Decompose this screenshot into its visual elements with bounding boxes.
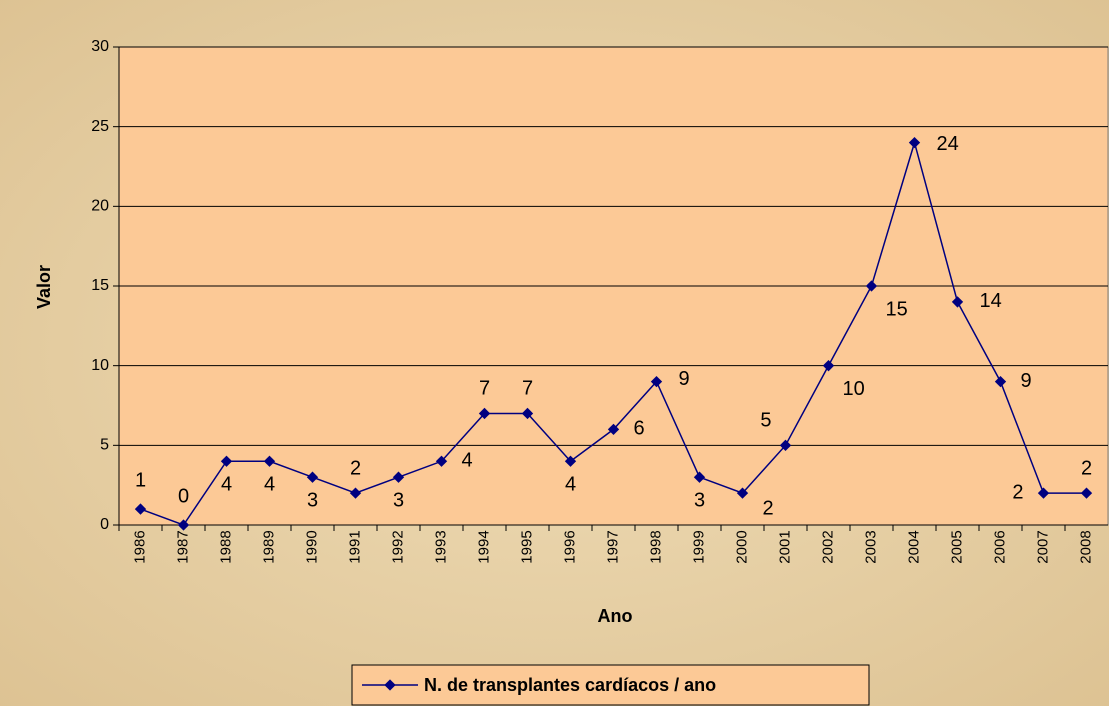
x-axis-label: Ano [598, 606, 633, 626]
y-tick-label: 0 [100, 516, 109, 533]
data-label: 3 [393, 489, 404, 511]
data-label: 0 [178, 485, 189, 507]
x-tick-label: 1992 [389, 530, 406, 563]
data-label: 2 [1081, 457, 1092, 479]
data-label: 4 [264, 474, 275, 496]
x-tick-label: 1999 [690, 530, 707, 563]
data-label: 1 [135, 469, 146, 491]
data-label: 4 [462, 450, 473, 472]
marker [220, 455, 233, 467]
data-label: 2 [1012, 481, 1023, 503]
data-label: 9 [1021, 370, 1032, 392]
x-tick-label: 2006 [991, 530, 1008, 563]
x-tick-label: 2003 [862, 530, 879, 563]
x-tick-label: 2000 [733, 530, 750, 563]
x-tick-label: 1993 [432, 530, 449, 563]
data-label: 7 [522, 378, 533, 400]
marker [779, 439, 792, 451]
y-axis-label: Valor [34, 265, 54, 309]
y-tick-label: 10 [91, 357, 109, 374]
x-tick-label: 2004 [905, 530, 922, 563]
marker [435, 455, 448, 467]
x-tick-label: 1998 [647, 530, 664, 563]
x-tick-label: 2008 [1077, 530, 1094, 563]
legend: N. de transplantes cardíacos / ano [351, 664, 870, 706]
data-label: 6 [634, 418, 645, 440]
x-tick-label: 1996 [561, 530, 578, 563]
marker [392, 471, 405, 483]
marker [736, 487, 749, 499]
marker [349, 487, 362, 499]
y-tick-label: 25 [91, 118, 109, 135]
x-tick-label: 2007 [1034, 530, 1051, 563]
x-tick-label: 1986 [131, 530, 148, 563]
legend-marker [384, 679, 396, 691]
marker [1080, 487, 1093, 499]
data-label: 24 [937, 133, 959, 155]
x-tick-label: 1997 [604, 530, 621, 563]
marker [908, 136, 921, 149]
data-label: 3 [694, 489, 705, 511]
legend-label: N. de transplantes cardíacos / ano [424, 675, 716, 695]
x-tick-label: 1994 [475, 530, 492, 563]
data-label: 2 [350, 457, 361, 479]
marker [822, 360, 835, 372]
marker [994, 375, 1007, 388]
x-tick-label: 1987 [174, 530, 191, 563]
marker [1037, 487, 1050, 499]
x-tick-label: 2005 [948, 530, 965, 563]
x-tick-label: 1988 [217, 530, 234, 563]
data-label: 2 [763, 497, 774, 519]
data-label: 4 [565, 474, 576, 496]
x-tick-label: 1990 [303, 530, 320, 563]
x-tick-label: 2002 [819, 530, 836, 563]
marker [177, 519, 190, 531]
x-tick-label: 1991 [346, 530, 363, 563]
marker [478, 407, 491, 420]
marker [306, 471, 319, 483]
legend-box [351, 664, 870, 706]
y-tick-label: 15 [91, 277, 109, 294]
y-tick-label: 5 [100, 437, 109, 454]
marker [650, 375, 663, 388]
x-tick-label: 1989 [260, 530, 277, 563]
y-tick-label: 20 [91, 198, 109, 215]
marker [564, 455, 577, 467]
x-tick-label: 1995 [518, 530, 535, 563]
data-label: 5 [760, 410, 771, 432]
data-label: 10 [843, 378, 865, 400]
marker [865, 280, 878, 292]
data-label: 4 [221, 474, 232, 496]
marker [693, 471, 706, 483]
data-label: 15 [886, 298, 908, 320]
marker [263, 455, 276, 467]
data-label: 3 [307, 489, 318, 511]
marker [951, 296, 964, 308]
marker [521, 407, 534, 420]
y-tick-label: 30 [91, 38, 109, 55]
data-label: 9 [679, 368, 690, 390]
data-label: 7 [479, 378, 490, 400]
x-tick-label: 2001 [776, 530, 793, 563]
data-label: 14 [980, 290, 1002, 312]
marker [607, 423, 620, 436]
